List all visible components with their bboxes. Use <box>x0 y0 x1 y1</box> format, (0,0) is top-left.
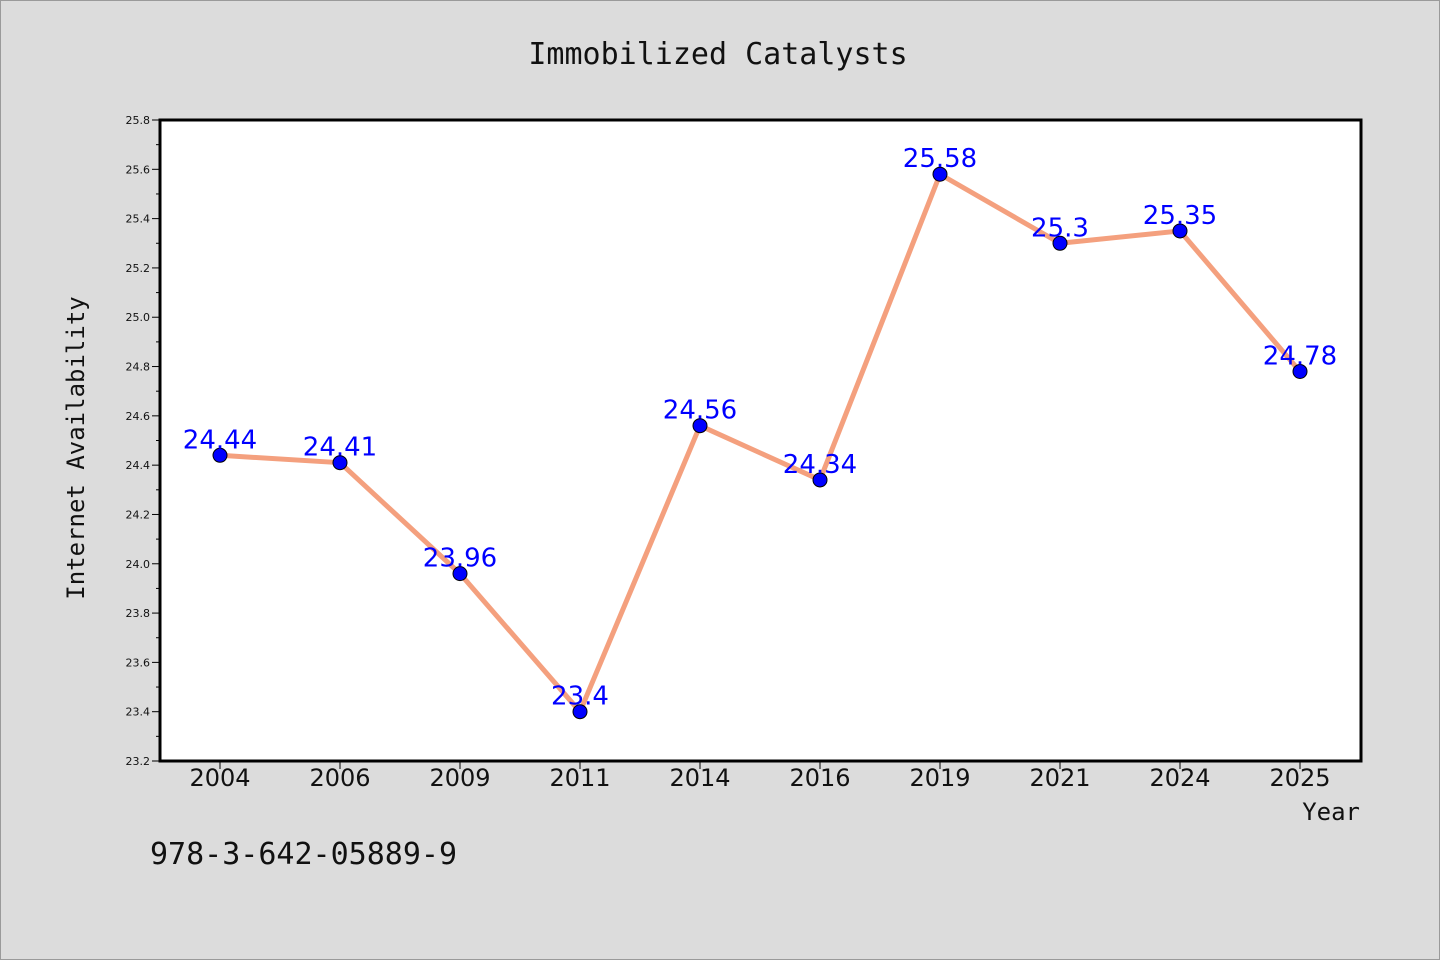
x-tick-label: 2004 <box>189 764 250 792</box>
data-label: 25.35 <box>1143 201 1217 231</box>
data-label: 24.56 <box>663 396 737 426</box>
x-tick-label: 2009 <box>429 764 490 792</box>
data-point <box>692 418 708 434</box>
data-point <box>932 166 948 182</box>
y-tick-label: 25.6 <box>126 163 151 176</box>
data-label: 24.34 <box>783 450 857 480</box>
data-label: 24.41 <box>303 433 377 463</box>
chart-title: Immobilized Catalysts <box>528 37 907 72</box>
data-markers <box>212 166 1308 720</box>
data-label: 23.96 <box>423 544 497 574</box>
y-tick-label: 23.2 <box>126 755 151 768</box>
data-label: 23.4 <box>551 682 609 712</box>
x-tick-label: 2006 <box>309 764 370 792</box>
data-point <box>212 447 228 463</box>
x-tick-label: 2011 <box>549 764 610 792</box>
x-axis: 2004 2006 2009 2011 2014 2016 2019 2021 2024 2025 <box>189 761 1331 792</box>
footer-isbn: 978-3-642-05889-9 <box>150 837 457 872</box>
x-tick-label: 2014 <box>669 764 730 792</box>
y-axis-label: Internet Availability <box>62 296 90 599</box>
data-label: 25.58 <box>903 144 977 174</box>
x-axis-label: Year <box>1302 798 1360 826</box>
y-tick-label: 25.4 <box>126 213 151 226</box>
plot-area <box>158 118 1363 763</box>
y-tick-label: 24.4 <box>126 459 151 472</box>
x-tick-label: 2021 <box>1029 764 1090 792</box>
y-tick-label: 25.2 <box>126 262 151 275</box>
data-labels: 24.44 24.41 23.96 23.4 24.56 24.34 25.58 25.3 25… <box>183 144 1337 711</box>
y-tick-label: 25.8 <box>126 114 151 127</box>
data-point <box>812 472 828 488</box>
series-line <box>219 171 1302 715</box>
x-tick-label: 2024 <box>1149 764 1210 792</box>
y-axis: 23.2 23.4 23.6 23.8 24.0 24.2 24.4 24.6 24.8 25.0… <box>126 114 160 768</box>
y-tick-label: 25.0 <box>126 311 151 324</box>
y-tick-label: 24.2 <box>126 508 151 521</box>
data-point <box>332 455 348 471</box>
data-label: 24.78 <box>1263 341 1337 371</box>
y-tick-label: 24.6 <box>126 410 151 423</box>
y-tick-label: 23.6 <box>126 656 151 669</box>
data-point <box>1172 223 1188 239</box>
data-label: 24.44 <box>183 425 257 455</box>
data-point <box>1052 235 1068 251</box>
y-tick-label: 23.8 <box>126 607 151 620</box>
data-label: 25.3 <box>1031 213 1089 243</box>
y-tick-label: 24.0 <box>126 558 151 571</box>
data-point <box>1292 363 1308 379</box>
y-tick-label: 23.4 <box>126 706 151 719</box>
y-tick-label: 24.8 <box>126 361 151 374</box>
x-tick-label: 2019 <box>909 764 970 792</box>
x-tick-label: 2016 <box>789 764 850 792</box>
data-point <box>452 566 468 582</box>
x-tick-label: 2025 <box>1269 764 1330 792</box>
data-point <box>572 704 588 720</box>
